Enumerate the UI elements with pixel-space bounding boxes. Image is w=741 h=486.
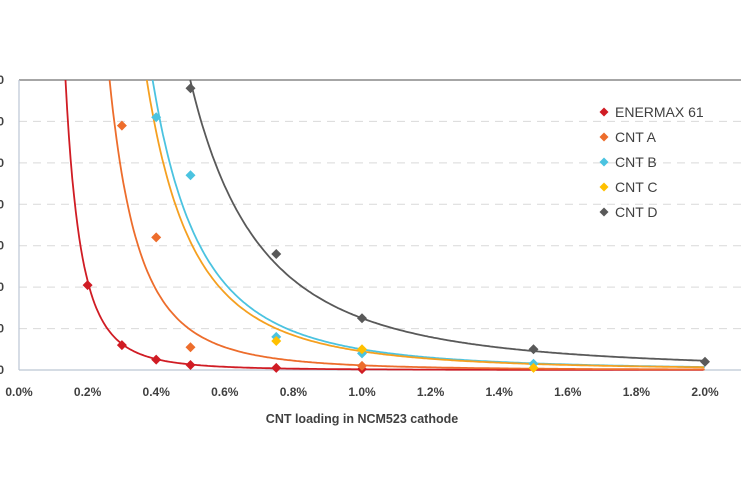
data-point-enermax-61 <box>151 354 162 365</box>
legend-marker-cnt-b <box>599 157 609 167</box>
x-tick-label: 0.6% <box>211 385 239 399</box>
y-tick-label: 0 <box>0 280 4 294</box>
x-tick-label: 0.8% <box>280 385 308 399</box>
data-point-enermax-61 <box>271 362 282 373</box>
legend-marker-cnt-d <box>599 207 609 217</box>
data-point-cnt-a <box>185 342 196 353</box>
y-tick-label: 0 <box>0 156 4 170</box>
data-points <box>82 83 710 375</box>
y-tick-labels: 0 0 0 0 0 0 0 0 <box>0 73 4 377</box>
x-axis-label: CNT loading in NCM523 cathode <box>266 412 458 426</box>
data-point-cnt-a <box>357 360 367 371</box>
x-tick-labels: 0.0% 0.2% 0.4% 0.6% 0.8% 1.0% 1.2% 1.4% 1.6% 1.8%… <box>5 385 719 399</box>
data-point-cnt-d <box>357 313 367 324</box>
y-tick-label: 0 <box>0 114 4 128</box>
x-tick-label: 1.2% <box>417 385 445 399</box>
trendline-cnt-c <box>145 79 705 369</box>
data-point-cnt-a <box>151 232 162 243</box>
legend: ENERMAX 61 CNT A CNT B CNT C CNT D <box>599 104 704 220</box>
data-point-cnt-a <box>116 120 127 131</box>
legend-label: CNT D <box>615 204 658 220</box>
gridlines <box>19 120 741 330</box>
y-tick-label: 0 <box>0 239 4 253</box>
legend-marker-cnt-a <box>599 132 609 142</box>
data-point-cnt-c <box>357 344 367 355</box>
data-point-cnt-b <box>185 170 196 181</box>
trendlines <box>64 79 705 371</box>
trendline-cnt-d <box>189 79 705 362</box>
data-point-enermax-61 <box>185 360 196 371</box>
trendline-cnt-b <box>151 79 705 368</box>
y-tick-label: 0 <box>0 363 4 377</box>
data-point-enermax-61 <box>116 340 127 351</box>
x-tick-label: 1.8% <box>623 385 651 399</box>
data-point-cnt-d <box>528 344 539 355</box>
data-point-cnt-d <box>185 83 196 94</box>
y-tick-label: 0 <box>0 73 4 87</box>
legend-label: CNT C <box>615 179 658 195</box>
x-tick-label: 0.0% <box>5 385 33 399</box>
trendline-cnt-a <box>108 79 705 371</box>
legend-label: CNT A <box>615 129 657 145</box>
x-tick-label: 1.6% <box>554 385 582 399</box>
legend-label: ENERMAX 61 <box>615 104 704 120</box>
x-tick-label: 1.0% <box>348 385 376 399</box>
legend-marker-cnt-c <box>599 182 609 192</box>
x-tick-label: 2.0% <box>691 385 719 399</box>
data-point-cnt-b <box>151 112 162 123</box>
data-point-cnt-d <box>700 356 710 367</box>
x-tick-label: 1.4% <box>486 385 514 399</box>
data-point-cnt-d <box>271 249 282 259</box>
legend-label: CNT B <box>615 154 657 170</box>
legend-marker-enermax-61 <box>599 107 609 117</box>
y-tick-label: 0 <box>0 322 4 336</box>
x-tick-label: 0.4% <box>143 385 171 399</box>
y-tick-label: 0 <box>0 197 4 211</box>
data-point-cnt-c <box>528 362 539 373</box>
data-point-cnt-c <box>271 336 282 346</box>
data-point-enermax-61 <box>82 280 93 291</box>
x-tick-label: 0.2% <box>74 385 102 399</box>
